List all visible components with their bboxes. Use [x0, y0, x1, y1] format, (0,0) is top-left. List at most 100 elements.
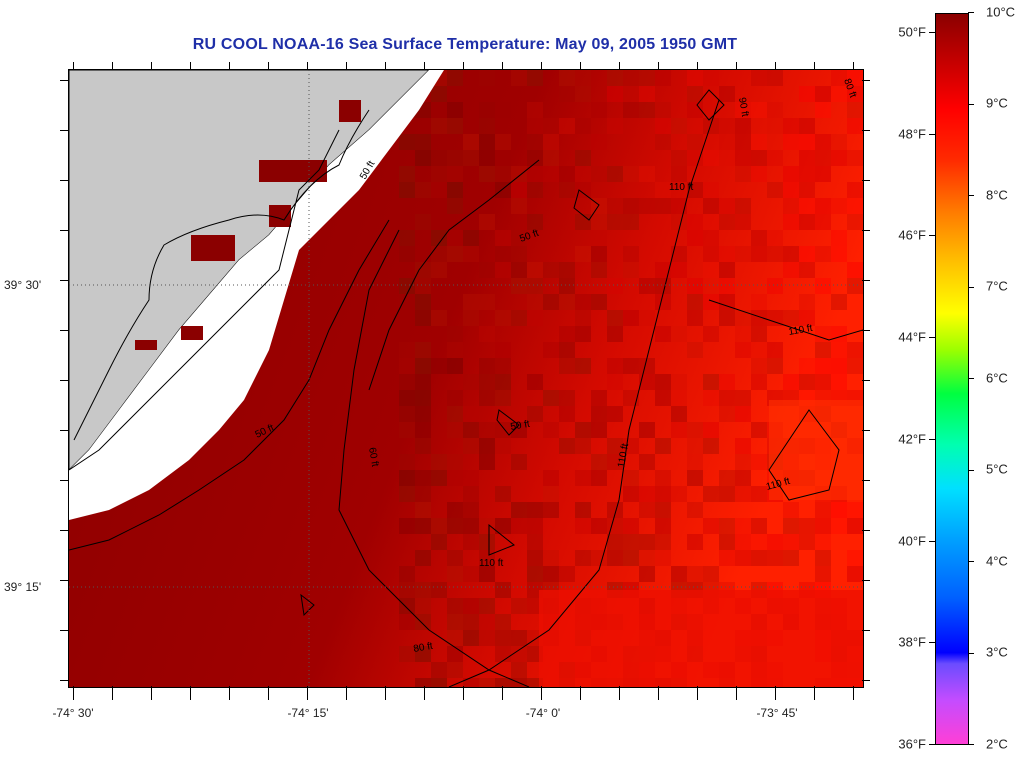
sst-pixel	[783, 118, 799, 134]
sst-pixel	[527, 310, 543, 326]
sst-pixel	[783, 182, 799, 198]
sst-pixel	[847, 566, 863, 582]
sst-pixel	[735, 150, 751, 166]
sst-pixel	[591, 230, 607, 246]
sst-pixel	[511, 454, 527, 470]
sst-pixel	[511, 198, 527, 214]
sst-pixel	[431, 166, 447, 182]
sst-pixel	[431, 662, 447, 678]
sst-pixel	[607, 518, 623, 534]
sst-pixel	[703, 230, 719, 246]
axis-tick	[151, 686, 152, 700]
sst-pixel	[607, 438, 623, 454]
sst-pixel	[671, 198, 687, 214]
sst-pixel	[847, 518, 863, 534]
sst-pixel	[671, 262, 687, 278]
axis-tick	[60, 130, 68, 131]
sst-pixel	[479, 422, 495, 438]
axis-tick	[862, 480, 870, 481]
sst-pixel	[415, 486, 431, 502]
sst-pixel	[655, 262, 671, 278]
sst-pixel	[831, 358, 847, 374]
sst-pixel	[703, 70, 719, 86]
sst-pixel	[687, 214, 703, 230]
sst-pixel	[511, 278, 527, 294]
axis-tick	[60, 580, 68, 581]
sst-pixel	[431, 454, 447, 470]
sst-pixel	[431, 262, 447, 278]
sst-pixel	[527, 550, 543, 566]
sst-pixel	[575, 214, 591, 230]
sst-pixel	[735, 102, 751, 118]
sst-pixel	[463, 518, 479, 534]
sst-pixel	[767, 358, 783, 374]
sst-pixel	[735, 246, 751, 262]
lon-label: -74° 0'	[525, 706, 561, 720]
sst-pixel	[543, 262, 559, 278]
sst-pixel	[415, 310, 431, 326]
sst-pixel	[479, 390, 495, 406]
sst-pixel	[527, 134, 543, 150]
sst-pixel	[559, 86, 575, 102]
sst-pixel	[575, 294, 591, 310]
sst-pixel	[831, 518, 847, 534]
sst-pixel	[671, 374, 687, 390]
sst-pixel	[511, 70, 527, 86]
sst-pixel	[719, 550, 735, 566]
sst-pixel	[511, 518, 527, 534]
sst-pixel	[687, 470, 703, 486]
sst-pixel	[623, 246, 639, 262]
axis-tick	[968, 470, 974, 471]
sst-pixel	[463, 486, 479, 502]
sst-pixel	[575, 438, 591, 454]
axis-tick	[307, 62, 308, 69]
sst-pixel	[463, 406, 479, 422]
sst-pixel	[431, 246, 447, 262]
sst-pixel	[591, 550, 607, 566]
sst-pixel	[575, 358, 591, 374]
sst-pixel	[527, 214, 543, 230]
sst-pixel	[447, 230, 463, 246]
axis-tick	[60, 330, 68, 331]
sst-pixel	[495, 518, 511, 534]
sst-pixel	[479, 166, 495, 182]
sst-pixel	[703, 438, 719, 454]
sst-pixel	[591, 454, 607, 470]
sst-pixel	[767, 550, 783, 566]
sst-pixel	[511, 646, 527, 662]
colorbar-f-label: 44°F	[898, 329, 926, 345]
sst-pixel	[447, 166, 463, 182]
sst-pixel	[527, 166, 543, 182]
axis-tick	[307, 686, 308, 700]
sst-pixel	[671, 214, 687, 230]
axis-tick	[424, 686, 425, 700]
sst-pixel	[575, 326, 591, 342]
lon-label: -74° 30'	[52, 706, 94, 720]
axis-tick	[929, 32, 935, 33]
axis-tick	[862, 430, 870, 431]
axis-tick	[60, 180, 68, 181]
sst-pixel	[575, 550, 591, 566]
sst-pixel	[719, 86, 735, 102]
sst-pixel	[719, 262, 735, 278]
colorbar-c-label: 5°C	[986, 461, 1008, 477]
axis-tick	[658, 62, 659, 69]
sst-pixel	[607, 166, 623, 182]
contour-110ft-c	[768, 409, 840, 501]
sst-pixel	[735, 438, 751, 454]
sst-pixel	[399, 390, 415, 406]
contour-label-11: 80 ft	[413, 641, 434, 655]
sst-pixel	[431, 582, 447, 598]
sst-pixel	[591, 246, 607, 262]
sst-pixel	[399, 166, 415, 182]
sst-pixel	[735, 118, 751, 134]
axis-tick	[862, 130, 870, 131]
sst-pixel	[831, 134, 847, 150]
sst-pixel	[687, 182, 703, 198]
axis-tick	[929, 439, 935, 440]
sst-pixel	[479, 454, 495, 470]
colorbar-f-label: 38°F	[898, 634, 926, 650]
sst-pixel	[559, 406, 575, 422]
sst-pixel	[415, 646, 431, 662]
sst-pixel	[655, 470, 671, 486]
